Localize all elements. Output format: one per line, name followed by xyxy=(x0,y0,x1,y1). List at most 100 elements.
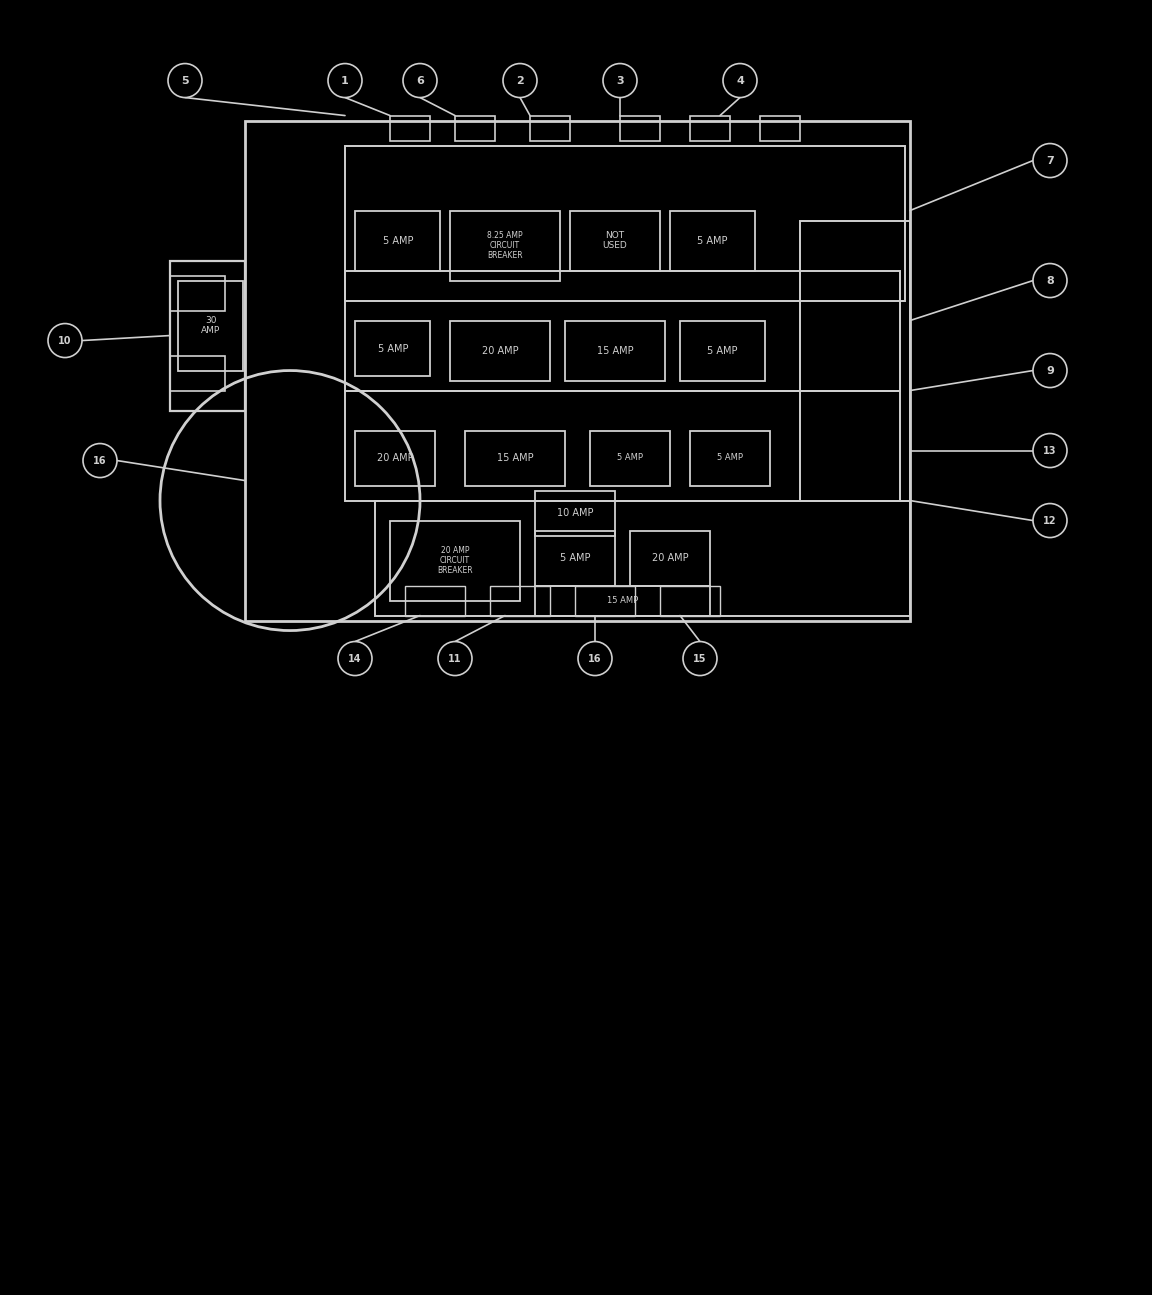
Circle shape xyxy=(1033,144,1067,177)
Text: 5: 5 xyxy=(181,75,189,85)
Text: 5 AMP: 5 AMP xyxy=(617,453,643,462)
Bar xyxy=(391,521,520,601)
Text: Cavity
Number: Cavity Number xyxy=(18,776,59,795)
Bar xyxy=(535,585,710,615)
Circle shape xyxy=(338,641,372,676)
Text: 5 AMP: 5 AMP xyxy=(560,553,590,562)
Text: Tail Lamps, Parking Lamps, Side Marker
Lamps, Instrument Cluster Illumination
La: Tail Lamps, Parking Lamps, Side Marker L… xyxy=(206,958,365,988)
Bar xyxy=(455,115,495,141)
Text: Radio, Tape Player, Premium Sound,
Graphic Equalizer: Radio, Tape Player, Premium Sound, Graph… xyxy=(781,883,925,903)
Text: 15 AMP: 15 AMP xyxy=(597,346,634,356)
Text: Instrument Cluster Illumination Lamps,
Radio, Climate Control, Ash Receptacle
La: Instrument Cluster Illumination Lamps, R… xyxy=(781,967,938,997)
Text: 8: 8 xyxy=(1046,276,1054,286)
Text: 5: 5 xyxy=(36,1027,43,1036)
Bar xyxy=(391,115,430,141)
Text: Yellow: Yellow xyxy=(730,848,757,857)
Text: 20 Amp: 20 Amp xyxy=(660,848,692,857)
Text: Spare: Spare xyxy=(664,1133,688,1142)
Text: Cavity
Number: Cavity Number xyxy=(593,776,634,795)
Circle shape xyxy=(83,444,118,478)
Text: 6: 6 xyxy=(36,1094,43,1103)
Text: 10: 10 xyxy=(607,848,620,857)
Bar xyxy=(376,501,910,615)
Text: 8: 8 xyxy=(36,1193,43,1202)
Circle shape xyxy=(602,63,637,97)
Text: 20 AMP: 20 AMP xyxy=(482,346,518,356)
Text: Turn Signal Lamps, Backup Lamps, Fluids
Module, Heated Rear Window Relay: Turn Signal Lamps, Backup Lamps, Fluids … xyxy=(206,1022,372,1041)
Text: 30
AMP: 30 AMP xyxy=(202,316,221,335)
Text: Courtesy Lamps, Key Warning Buzzer,
Fuel Filler Door Release, Radio, Power
Mirro: Courtesy Lamps, Key Warning Buzzer, Fuel… xyxy=(206,1182,358,1211)
Circle shape xyxy=(578,641,612,676)
Bar xyxy=(620,115,660,141)
Text: 14: 14 xyxy=(348,654,362,663)
Text: 20 Amp
C. B.: 20 Amp C. B. xyxy=(660,1031,692,1050)
Text: Spare: Spare xyxy=(89,1151,114,1160)
Text: 5 AMP: 5 AMP xyxy=(382,236,414,246)
Text: 20 AMP
CIRCUIT
BREAKER: 20 AMP CIRCUIT BREAKER xyxy=(438,545,472,575)
Text: Not Used: Not Used xyxy=(781,1133,817,1142)
Text: Not Used: Not Used xyxy=(206,922,243,931)
Text: 15: 15 xyxy=(694,654,706,663)
Text: Yellow: Yellow xyxy=(730,1103,757,1112)
Text: Spare: Spare xyxy=(664,927,688,936)
Bar xyxy=(450,321,550,381)
Bar xyxy=(690,115,730,141)
Text: 15 Amp: 15 Amp xyxy=(660,1074,692,1083)
Text: Lt. Blue: Lt. Blue xyxy=(728,1074,759,1083)
Text: 13: 13 xyxy=(1044,445,1056,456)
Bar xyxy=(590,430,670,486)
Text: Flash-To-Pass, Low Oil Warning Relay: Flash-To-Pass, Low Oil Warning Relay xyxy=(781,848,929,857)
Text: 2: 2 xyxy=(516,75,524,85)
Bar xyxy=(690,430,770,486)
Text: 4: 4 xyxy=(36,969,43,978)
Text: 15 AMP: 15 AMP xyxy=(497,452,533,462)
Text: 7: 7 xyxy=(1046,155,1054,166)
Text: Fuse
Rating: Fuse Rating xyxy=(659,776,692,795)
Text: 7: 7 xyxy=(36,1151,43,1160)
Text: Lt. Blue: Lt. Blue xyxy=(153,1193,184,1202)
Text: 2: 2 xyxy=(36,878,43,887)
Bar xyxy=(450,211,560,281)
Text: Warning Indicator Lamps, Throttle
Solenoid Positioner, Low Fuel Module,
Dual Tim: Warning Indicator Lamps, Throttle Soleno… xyxy=(781,1168,931,1217)
Text: 20 AMP: 20 AMP xyxy=(652,553,688,562)
Circle shape xyxy=(1033,264,1067,298)
Bar xyxy=(344,145,905,300)
Text: 13: 13 xyxy=(607,978,620,987)
Text: Not Used: Not Used xyxy=(206,1151,243,1160)
Text: 20 Amp: 20 Amp xyxy=(85,1094,118,1103)
Text: 5 Amp: 5 Amp xyxy=(662,978,690,987)
Text: 11: 11 xyxy=(607,888,620,897)
Bar xyxy=(530,115,570,141)
Bar xyxy=(490,585,550,615)
Bar xyxy=(344,271,900,391)
Text: 6: 6 xyxy=(416,75,424,85)
Text: 15: 15 xyxy=(607,1074,620,1083)
Circle shape xyxy=(503,63,537,97)
Text: Fog Lamps: Fog Lamps xyxy=(781,1074,825,1083)
Circle shape xyxy=(683,641,717,676)
Text: Fuse
Rating: Fuse Rating xyxy=(85,776,118,795)
Text: 5 AMP: 5 AMP xyxy=(706,346,737,356)
Bar xyxy=(670,211,755,271)
Text: Not Used: Not Used xyxy=(781,927,817,936)
Bar xyxy=(535,531,615,585)
Text: Lt. Blue: Lt. Blue xyxy=(728,1188,759,1197)
Text: 12: 12 xyxy=(607,927,620,936)
Text: 20 Amp: 20 Amp xyxy=(660,1103,692,1112)
Text: 3: 3 xyxy=(616,75,624,85)
Text: 4: 4 xyxy=(736,75,744,85)
Text: 5 AMP: 5 AMP xyxy=(697,236,727,246)
Bar xyxy=(170,260,245,411)
Text: Lt. Blue: Lt. Blue xyxy=(153,826,184,835)
Circle shape xyxy=(403,63,437,97)
Text: 15 Amp: 15 Amp xyxy=(660,1188,692,1197)
Text: 16: 16 xyxy=(93,456,107,465)
Circle shape xyxy=(438,641,472,676)
Text: Stop Lamps, Hazard Warning Lamps, Speed
Control: Stop Lamps, Hazard Warning Lamps, Speed … xyxy=(206,821,381,839)
Text: 14: 14 xyxy=(607,1036,620,1045)
Bar xyxy=(660,585,720,615)
Text: 15 Amp: 15 Amp xyxy=(85,1193,118,1202)
Text: 5 AMP: 5 AMP xyxy=(717,453,743,462)
Bar xyxy=(799,220,910,501)
Text: 15 Amp: 15 Amp xyxy=(85,1027,118,1036)
